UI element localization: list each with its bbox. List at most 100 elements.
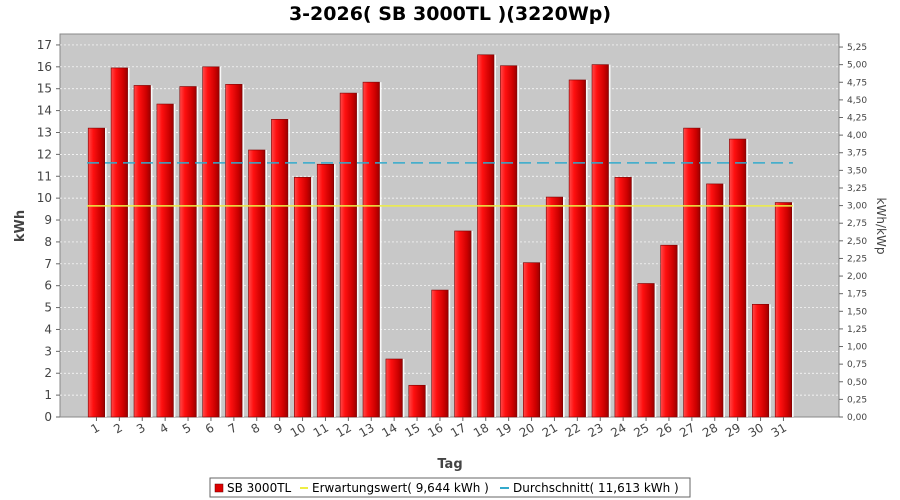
x-tick-label: 8 xyxy=(249,420,263,436)
x-axis-label: Tag xyxy=(437,457,462,472)
x-tick-label: 20 xyxy=(517,420,537,440)
x-tick-label: 3 xyxy=(134,420,148,436)
bar xyxy=(706,183,724,418)
y-tick-label: 13 xyxy=(37,125,52,139)
x-tick-label: 16 xyxy=(425,420,445,440)
y2-tick-label: 1,50 xyxy=(847,307,867,317)
x-tick-label: 1 xyxy=(88,420,102,436)
x-tick-label: 9 xyxy=(272,420,286,436)
y-tick-label: 4 xyxy=(44,322,52,336)
x-tick-label: 17 xyxy=(448,420,468,440)
bar xyxy=(568,79,586,418)
y2-tick-label: 3,75 xyxy=(847,149,867,159)
bar xyxy=(545,196,563,418)
legend-series-swatch xyxy=(214,483,224,493)
chart-title: 3-2026( SB 3000TL )(3220Wp) xyxy=(289,3,611,25)
y2-tick-label: 2,25 xyxy=(847,254,867,264)
bar xyxy=(729,138,747,418)
y-tick-label: 12 xyxy=(37,147,52,161)
bar xyxy=(408,384,426,418)
bar xyxy=(339,92,357,418)
x-tick-label: 4 xyxy=(157,420,171,436)
bar xyxy=(179,86,197,418)
x-tick-label: 30 xyxy=(746,420,766,440)
x-axis-ticks: 1 2 3 4 5 6 7 8 9 10 11 12 13 14 15 16 17 18 19 20 21 22 23 24 2… xyxy=(88,417,789,440)
y-tick-label: 2 xyxy=(44,366,52,380)
y2-tick-label: 2,00 xyxy=(847,272,867,282)
y-axis-label: kWh xyxy=(13,210,28,242)
x-tick-label: 24 xyxy=(608,420,628,440)
y-tick-label: 5 xyxy=(44,301,52,315)
y-tick-label: 17 xyxy=(37,38,52,52)
y-tick-label: 6 xyxy=(44,279,52,293)
bar xyxy=(133,85,151,418)
y-tick-label: 0 xyxy=(44,410,52,424)
legend-box xyxy=(209,477,691,498)
x-tick-label: 2 xyxy=(111,420,125,436)
y2-tick-label: 0,25 xyxy=(847,395,867,405)
y2-tick-label: 4,25 xyxy=(847,114,867,124)
y-tick-label: 14 xyxy=(37,104,52,118)
bar xyxy=(614,177,632,418)
bar xyxy=(202,66,220,418)
y-tick-label: 9 xyxy=(44,213,52,227)
bar xyxy=(110,67,128,418)
bar xyxy=(477,54,495,418)
y2-tick-label: 3,50 xyxy=(847,166,867,176)
y-tick-label: 16 xyxy=(37,60,52,74)
y-tick-label: 15 xyxy=(37,82,52,96)
y-tick-label: 8 xyxy=(44,235,52,249)
y-tick-label: 11 xyxy=(37,169,52,183)
x-tick-label: 15 xyxy=(402,420,422,440)
y-tick-label: 7 xyxy=(44,257,52,271)
x-tick-label: 26 xyxy=(654,420,674,440)
y-tick-label: 3 xyxy=(44,344,52,358)
x-tick-label: 22 xyxy=(563,420,583,440)
x-tick-label: 5 xyxy=(180,420,194,436)
y2-axis-label: kWh/kWp xyxy=(874,198,888,255)
bar xyxy=(362,81,380,418)
y-tick-label: 1 xyxy=(44,388,52,402)
x-tick-label: 18 xyxy=(471,420,491,440)
bar xyxy=(523,262,541,418)
x-tick-label: 28 xyxy=(700,420,720,440)
x-tick-label: 19 xyxy=(494,420,514,440)
y2-tick-label: 0,75 xyxy=(847,360,867,370)
y-tick-label: 10 xyxy=(37,191,52,205)
x-tick-label: 23 xyxy=(586,420,606,440)
legend-series-label: SB 3000TL xyxy=(227,481,292,495)
y2-tick-label: 4,50 xyxy=(847,96,867,106)
bar xyxy=(316,163,334,418)
x-tick-label: 11 xyxy=(311,420,331,440)
bar xyxy=(454,230,472,418)
bar xyxy=(431,289,449,418)
y2-tick-label: 5,25 xyxy=(847,43,867,53)
legend: SB 3000TL Erwartungswert( 9,644 kWh ) Du… xyxy=(209,477,691,498)
bar xyxy=(385,358,403,418)
bar xyxy=(660,244,678,418)
y2-tick-label: 2,50 xyxy=(847,237,867,247)
reference-lines xyxy=(87,162,793,207)
y2-tick-label: 3,25 xyxy=(847,184,867,194)
y2-tick-label: 1,00 xyxy=(847,343,867,353)
x-tick-label: 29 xyxy=(723,420,743,440)
bar xyxy=(248,149,266,418)
y2-tick-label: 4,75 xyxy=(847,78,867,88)
x-tick-label: 21 xyxy=(540,420,560,440)
bar xyxy=(225,84,243,418)
y2-tick-label: 5,00 xyxy=(847,61,867,71)
bar xyxy=(271,119,289,418)
x-tick-label: 14 xyxy=(379,420,399,440)
y2-axis-ticks: 0,00 0,25 0,50 0,75 1,00 1,25 1,50 1,75 2,00 2,25… xyxy=(839,43,867,423)
bar xyxy=(500,65,518,418)
bar xyxy=(752,303,770,418)
bar xyxy=(294,177,312,418)
bar xyxy=(637,283,655,418)
x-tick-label: 31 xyxy=(769,420,789,440)
y2-tick-label: 1,75 xyxy=(847,290,867,300)
legend-expected-label: Erwartungswert( 9,644 kWh ) xyxy=(312,481,489,495)
x-tick-label: 27 xyxy=(677,420,697,440)
bar xyxy=(683,127,701,418)
